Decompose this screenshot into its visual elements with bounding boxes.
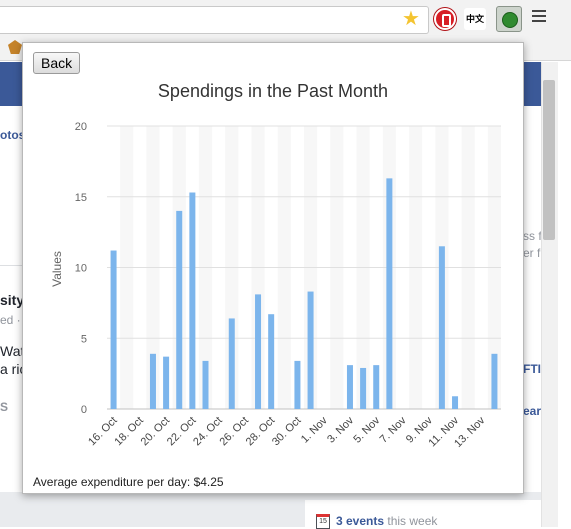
page-header-right [521,62,541,106]
events-link[interactable]: 3 events [336,514,385,528]
bar[interactable] [307,291,314,409]
menu-icon[interactable] [532,10,546,25]
bar[interactable] [176,210,183,409]
bg-snippet: ed · [0,313,21,327]
x-tick-label: 5. Nov [351,414,382,445]
events-line: 3 events this week [336,514,437,528]
zh-extension-icon[interactable]: 中文 [464,8,486,30]
bg-snippet: FTI [523,362,541,376]
bar[interactable] [438,246,445,409]
bg-snippet: er f [523,246,541,260]
events-panel [305,500,541,527]
average-value: $4.25 [193,475,224,489]
x-tick-label: 30. Oct [270,415,304,449]
y-tick-label: 20 [75,121,87,133]
bg-snippet: ss f [523,229,542,243]
y-axis-label: Values [50,251,64,287]
bg-snippet: a ric [0,361,27,377]
bg-snippet: ear [523,404,542,418]
page-header-left [0,62,24,106]
bar[interactable] [346,365,353,409]
money-extension-icon[interactable] [496,6,522,32]
bg-snippet: sity [0,292,25,308]
scrollbar-thumb[interactable] [543,80,555,240]
bar[interactable] [452,396,459,409]
chart-title: Spendings in the Past Month [158,81,388,101]
bg-snippet: otos [0,128,26,142]
bar[interactable] [163,356,170,409]
bar[interactable] [149,353,156,409]
bar[interactable] [386,178,393,409]
bar[interactable] [228,318,235,409]
back-button[interactable]: Back [33,52,81,74]
bar[interactable] [491,353,498,409]
bookmark-icon[interactable] [8,40,22,54]
bg-snippet: S [0,400,9,414]
x-tick-label: 7. Nov [378,414,409,445]
bg-card [0,265,24,471]
y-tick-label: 15 [75,192,87,204]
average-label: Average expenditure per day: [33,475,191,489]
average-expenditure: Average expenditure per day: $4.25 [33,475,224,489]
y-tick-label: 0 [81,404,87,416]
x-tick-label: 1. Nov [299,414,330,445]
bar[interactable] [255,294,262,409]
bar[interactable] [110,250,117,409]
x-tick-label: 3. Nov [325,414,356,445]
events-suffix: this week [387,514,438,528]
bar[interactable] [202,360,209,409]
y-tick-label: 5 [81,333,87,345]
bar[interactable] [268,314,275,409]
bar[interactable] [373,365,380,409]
star-icon[interactable]: ★ [402,8,420,30]
y-tick-label: 10 [75,263,87,275]
bar[interactable] [360,367,367,409]
bar[interactable] [189,192,196,409]
browser-toolbar: ★ 中文 [0,0,571,37]
spending-popup: Back 0 5 10 15 20 16. Oct 18. Oct 20. Oct 22. O… [22,42,524,494]
address-bar[interactable] [0,6,429,34]
bar[interactable] [294,360,301,409]
stop-icon[interactable] [434,8,456,30]
